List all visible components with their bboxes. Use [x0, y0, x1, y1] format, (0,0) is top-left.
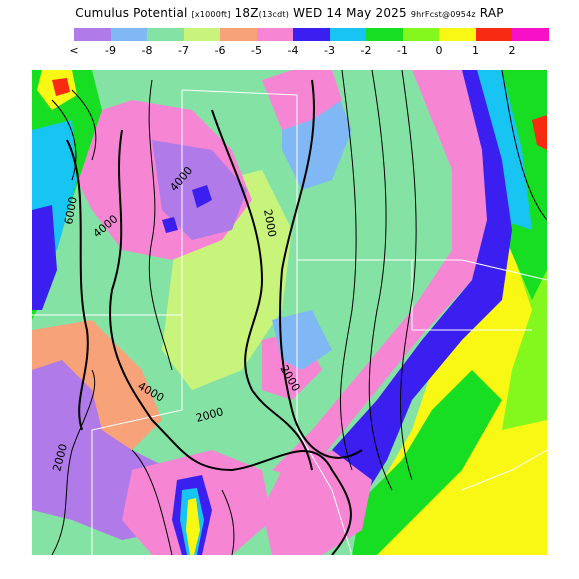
title-field: Cumulus Potential [75, 6, 188, 20]
north-blue-spot-2 [162, 217, 178, 233]
colorbar-tick-label: -1 [397, 44, 408, 57]
east-pink-band [272, 70, 487, 480]
colorbar-tick-label: 1 [472, 44, 479, 57]
colorbar-swatch [439, 28, 476, 41]
title-forecast: 9hrFcst@0954z [410, 10, 476, 19]
map-title: Cumulus Potential [x1000ft] 18Z(13cdt) W… [0, 6, 579, 20]
colorbar-swatch [366, 28, 403, 41]
colorbar-tick-label: -2 [360, 44, 372, 57]
central-blue-patch [272, 310, 332, 370]
nw-blue [32, 205, 57, 310]
title-date: WED 14 May 2025 [293, 6, 407, 20]
colorbar-swatch [220, 28, 257, 41]
colorbar-tick-label: -6 [214, 44, 226, 57]
nw-red [52, 78, 70, 96]
north-blue-spot [192, 185, 212, 208]
north-central-pink [262, 70, 342, 130]
contour-lines [51, 70, 547, 555]
se-pink-bulge [262, 450, 372, 555]
colorbar-swatch [475, 28, 512, 41]
colorbar-swatch [110, 28, 147, 41]
colorbar-tick-label: -9 [105, 44, 116, 57]
colorbar [74, 28, 549, 41]
colorbar-swatch [512, 28, 549, 41]
colorbar-tick-label: 0 [435, 44, 443, 57]
colorbar-tick-label: -8 [141, 44, 153, 57]
colorbar-tick-label: -5 [251, 44, 262, 57]
cumulus-potential-map: 6000 4000 4000 2000 2000 4000 2000 2000 [32, 70, 547, 555]
colorbar-swatch [183, 28, 220, 41]
state-borders [32, 89, 547, 555]
colorbar-swatch [256, 28, 293, 41]
colorbar-tick-label: < [69, 44, 79, 57]
contour-label-4: 2000 [261, 208, 279, 238]
colorbar-swatch [74, 28, 111, 41]
colorbar-swatch [293, 28, 330, 41]
title-units: [x1000ft] [191, 10, 231, 19]
colorbar-swatch [329, 28, 366, 41]
ne-red-spot [532, 115, 547, 150]
colorbar-swatch [402, 28, 439, 41]
colorbar-tick-label: -7 [178, 44, 189, 57]
title-local-time: (13cdt) [258, 10, 290, 19]
colorbar-tick-label: -3 [324, 44, 335, 57]
title-valid-time: 18Z [234, 6, 259, 20]
sw-yellow [186, 498, 200, 555]
contour-label-1: 6000 [62, 196, 80, 226]
title-model: RAP [479, 6, 504, 20]
colorbar-tick-label: 2 [508, 44, 516, 57]
colorbar-tick-label: -4 [287, 44, 299, 57]
east-green-lower [352, 370, 502, 555]
colorbar-swatch [147, 28, 184, 41]
colorbar-ticks: < -9 -8 -7 -6 -5 -4 -3 -2 -1 0 1 2 [0, 44, 579, 58]
